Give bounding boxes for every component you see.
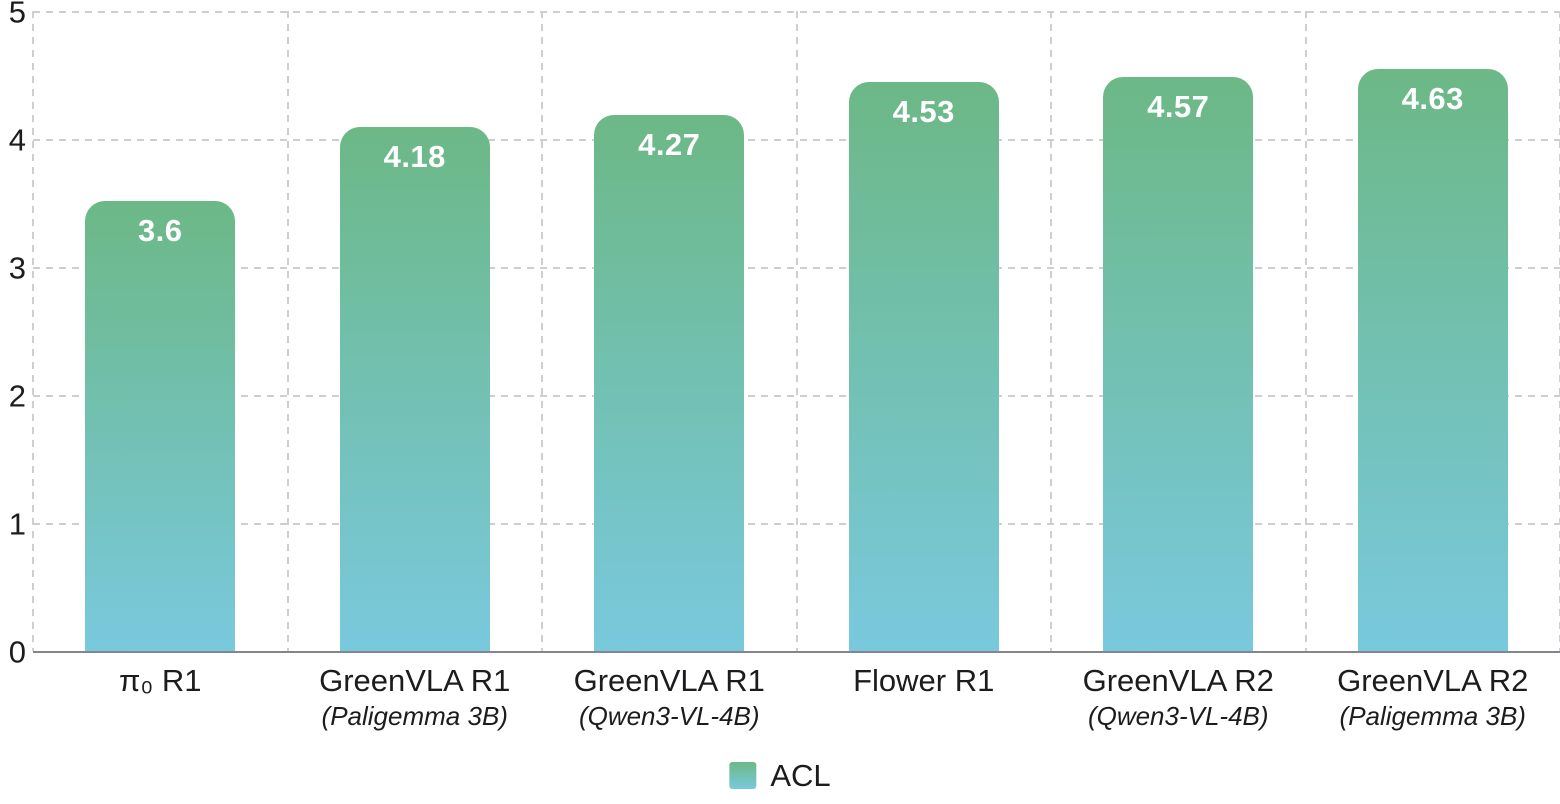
y-grid-line bbox=[33, 395, 1560, 397]
y-tick-label: 3 bbox=[8, 250, 26, 286]
y-tick-label: 2 bbox=[8, 378, 26, 414]
x-grid-line bbox=[1304, 11, 1307, 651]
x-grid-line bbox=[286, 11, 289, 651]
bar-value-label: 4.63 bbox=[1401, 81, 1464, 117]
bar: 3.6 bbox=[85, 201, 236, 652]
y-grid-line bbox=[33, 523, 1560, 525]
y-tick-label: 4 bbox=[8, 122, 26, 158]
x-axis-label-group: GreenVLA R2 (Paligemma 3B) bbox=[1306, 663, 1560, 732]
bar-value-label: 4.57 bbox=[1147, 89, 1210, 125]
x-axis-label-group: Flower R1 bbox=[797, 663, 1052, 699]
x-axis-sublabel: (Paligemma 3B) bbox=[1339, 700, 1526, 731]
bar-value-label: 4.27 bbox=[638, 127, 701, 163]
x-axis-label-group: GreenVLA R1 (Paligemma 3B) bbox=[288, 663, 543, 732]
x-axis-label: π₀ R1 bbox=[119, 663, 202, 698]
bar-value-label: 3.6 bbox=[137, 213, 183, 249]
bar: 4.18 bbox=[339, 126, 490, 652]
y-tick-label: 0 bbox=[8, 634, 26, 670]
bar-value-label: 4.18 bbox=[383, 138, 446, 174]
y-tick-label: 5 bbox=[8, 0, 26, 30]
x-axis-label-group: GreenVLA R1 (Qwen3-VL-4B) bbox=[542, 663, 797, 732]
x-axis-sublabel: (Qwen3-VL-4B) bbox=[578, 700, 760, 731]
x-axis-label: GreenVLA R1 bbox=[573, 663, 765, 698]
bar: 4.63 bbox=[1357, 69, 1508, 652]
bar-value-label: 4.53 bbox=[892, 94, 955, 130]
x-axis-sublabel: (Paligemma 3B) bbox=[321, 700, 508, 731]
legend-swatch bbox=[729, 762, 757, 789]
x-axis-label: Flower R1 bbox=[853, 663, 995, 698]
bar: 4.27 bbox=[594, 115, 745, 652]
y-tick-label: 1 bbox=[8, 506, 26, 542]
x-axis-label: GreenVLA R2 bbox=[1337, 663, 1529, 698]
legend-label: ACL bbox=[770, 758, 831, 793]
bar: 4.57 bbox=[1103, 77, 1254, 652]
y-grid-line bbox=[33, 139, 1560, 141]
x-axis-label-group: GreenVLA R2 (Qwen3-VL-4B) bbox=[1051, 663, 1306, 732]
x-grid-line bbox=[1050, 11, 1052, 651]
x-grid-line bbox=[541, 11, 543, 651]
legend: ACL bbox=[729, 758, 831, 793]
x-axis-sublabel: (Qwen3-VL-4B) bbox=[1087, 700, 1269, 731]
x-grid-line bbox=[795, 11, 798, 651]
bar: 4.53 bbox=[848, 82, 999, 652]
x-axis-label: GreenVLA R2 bbox=[1082, 663, 1274, 698]
y-grid-line bbox=[33, 11, 1560, 13]
y-grid-line bbox=[33, 267, 1560, 269]
x-axis-label: GreenVLA R1 bbox=[319, 663, 511, 698]
x-axis-label-group: π₀ R1 bbox=[33, 663, 288, 699]
x-grid-line bbox=[32, 11, 34, 651]
x-axis-line bbox=[33, 651, 1560, 653]
